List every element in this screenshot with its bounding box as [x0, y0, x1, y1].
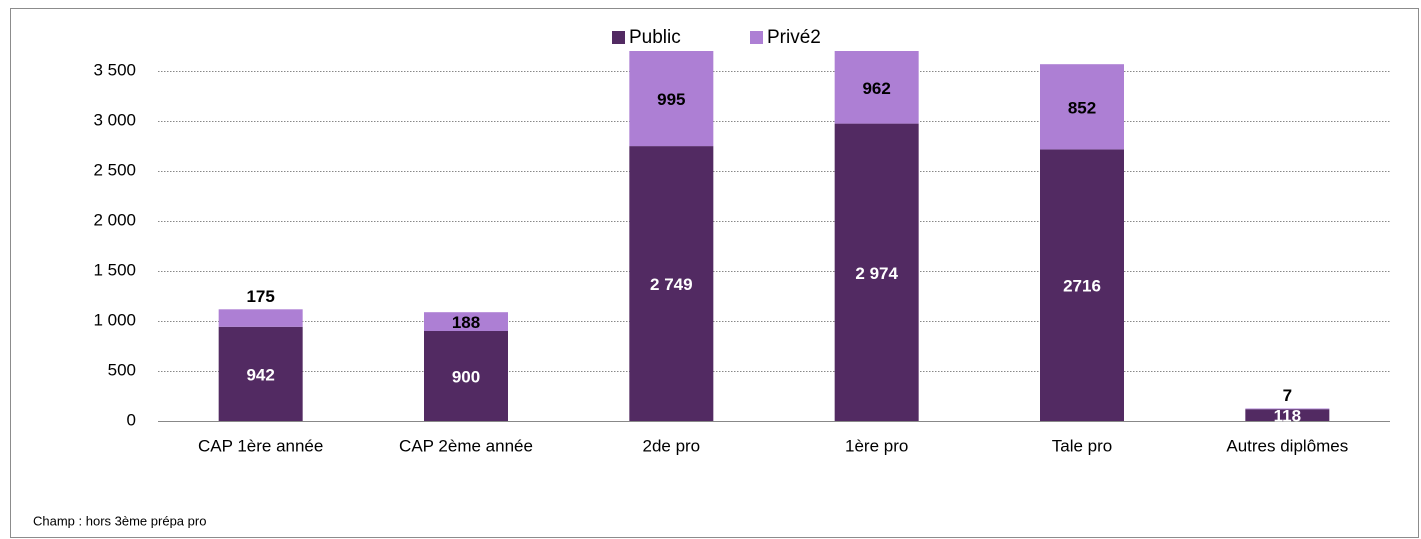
y-tick-label: 2 500	[93, 160, 136, 179]
y-tick-label: 3 500	[93, 60, 136, 79]
value-label: 995	[657, 90, 685, 109]
x-tick-label: 2de pro	[642, 436, 700, 455]
legend-label: Privé2	[767, 27, 821, 48]
value-label: 2 749	[650, 275, 693, 294]
y-tick-label: 0	[127, 410, 136, 429]
bar-segment	[1245, 408, 1330, 410]
value-label: 2 974	[855, 264, 898, 283]
x-tick-label: Tale pro	[1052, 436, 1112, 455]
labels: 0 500 1 000 1 500 2 000 2 500 3 000 3 500 CAP 1è…	[93, 27, 1348, 455]
bar-segment	[1245, 409, 1330, 421]
chart-border	[10, 8, 1419, 538]
value-label: 7	[1283, 386, 1292, 405]
value-label: 175	[246, 287, 274, 306]
bar-segment	[629, 146, 714, 421]
legend-swatch	[750, 31, 763, 44]
legend-swatch	[612, 31, 625, 44]
value-label: 118	[1274, 407, 1301, 426]
bar-segment	[424, 331, 508, 421]
value-label: 852	[1068, 98, 1096, 117]
bar-segment	[218, 326, 303, 421]
value-label: 2716	[1063, 277, 1101, 296]
bar-segment	[424, 312, 508, 331]
x-tick-label: CAP 2ème année	[399, 436, 533, 455]
y-tick-label: 2 000	[93, 210, 136, 229]
bar-segment	[834, 51, 919, 124]
bar-segment	[218, 309, 303, 327]
value-label: 900	[452, 367, 480, 386]
x-tick-label: Autres diplômes	[1226, 436, 1348, 455]
footnote: Champ : hors 3ème prépa pro	[33, 513, 206, 528]
y-tick-label: 3 000	[93, 110, 136, 129]
x-tick-label: 1ère pro	[845, 436, 908, 455]
value-label: 942	[246, 365, 274, 384]
y-tick-label: 500	[108, 360, 136, 379]
bar-segment	[1040, 149, 1124, 421]
bar-segment	[1040, 64, 1124, 150]
x-tick-label: CAP 1ère année	[198, 436, 323, 455]
bars	[218, 51, 1330, 421]
y-tick-label: 1 000	[93, 310, 136, 329]
grid	[158, 71, 1390, 422]
value-label: 188	[452, 313, 480, 332]
bar-segment	[629, 51, 714, 147]
value-label: 962	[862, 79, 890, 98]
bar-segment	[834, 123, 919, 421]
y-tick-label: 1 500	[93, 260, 136, 279]
legend-label: Public	[629, 27, 681, 48]
